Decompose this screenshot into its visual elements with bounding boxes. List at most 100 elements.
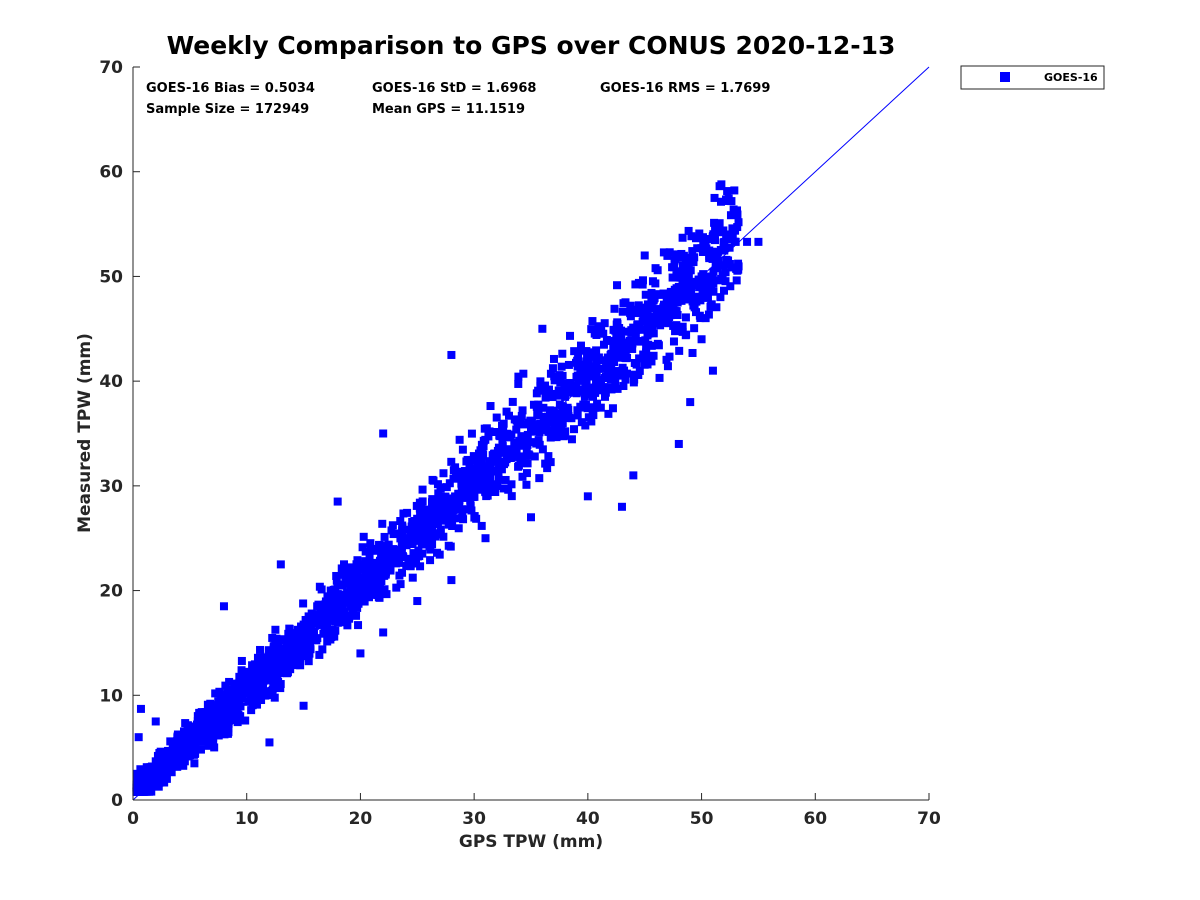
- data-point: [358, 543, 367, 552]
- data-point: [445, 479, 454, 488]
- data-point: [512, 416, 521, 425]
- data-point: [442, 497, 451, 506]
- data-point: [204, 717, 213, 726]
- data-point: [408, 573, 417, 582]
- data-point: [390, 529, 399, 538]
- x-axis-label: GPS TPW (mm): [459, 832, 603, 852]
- data-point: [463, 455, 472, 464]
- data-point: [593, 399, 602, 408]
- data-point: [730, 186, 739, 195]
- data-point: [602, 361, 611, 370]
- data-point: [552, 433, 561, 442]
- data-point: [647, 357, 656, 366]
- data-point: [270, 693, 279, 702]
- data-point: [723, 187, 732, 196]
- data-point: [492, 413, 501, 422]
- y-tick-label: 50: [99, 267, 123, 287]
- data-point: [384, 540, 393, 549]
- data-point: [716, 197, 725, 206]
- data-point: [439, 469, 448, 478]
- data-point: [601, 388, 610, 397]
- data-point: [178, 751, 187, 760]
- data-point: [717, 228, 726, 237]
- data-point: [236, 712, 245, 721]
- data-point: [664, 319, 673, 328]
- data-point: [356, 649, 365, 658]
- data-point: [522, 469, 531, 478]
- data-point: [651, 264, 660, 273]
- data-point: [687, 232, 696, 241]
- data-point: [490, 427, 499, 436]
- data-point: [641, 290, 650, 299]
- data-point: [707, 282, 716, 291]
- data-point: [230, 679, 239, 688]
- data-point: [481, 462, 490, 471]
- data-point: [649, 329, 658, 338]
- data-point: [217, 715, 226, 724]
- data-point: [486, 402, 495, 411]
- data-point: [635, 366, 644, 375]
- data-point: [684, 226, 693, 235]
- data-point: [229, 704, 238, 713]
- data-point: [635, 324, 644, 333]
- data-point: [219, 700, 228, 709]
- data-point: [643, 331, 652, 340]
- data-point: [645, 312, 654, 321]
- data-point: [333, 592, 342, 601]
- data-point: [724, 256, 733, 265]
- data-point: [389, 557, 398, 566]
- data-point: [620, 347, 629, 356]
- data-point: [517, 441, 526, 450]
- data-point: [470, 476, 479, 485]
- data-point: [370, 578, 379, 587]
- data-point: [458, 490, 467, 499]
- data-point: [256, 645, 265, 654]
- data-point: [342, 567, 351, 576]
- data-point: [669, 337, 678, 346]
- data-point: [408, 521, 417, 530]
- data-point: [554, 427, 563, 436]
- data-point: [209, 733, 218, 742]
- data-point: [514, 372, 523, 381]
- data-point: [434, 502, 443, 511]
- data-point: [692, 292, 701, 301]
- data-point: [396, 580, 405, 589]
- data-point: [544, 452, 553, 461]
- data-point: [536, 419, 545, 428]
- data-point: [418, 530, 427, 539]
- data-point: [436, 525, 445, 534]
- data-point: [581, 378, 590, 387]
- data-point: [302, 618, 311, 627]
- data-point: [690, 324, 699, 333]
- data-point: [497, 457, 506, 466]
- data-point: [458, 445, 467, 454]
- data-point: [133, 787, 142, 796]
- data-point: [549, 354, 558, 363]
- data-point: [518, 472, 527, 481]
- data-point: [525, 451, 534, 460]
- data-point: [356, 581, 365, 590]
- data-point: [373, 573, 382, 582]
- data-point: [133, 769, 142, 778]
- data-point: [541, 381, 550, 390]
- data-point: [166, 737, 175, 746]
- data-point: [687, 294, 696, 303]
- data-point: [340, 560, 349, 569]
- data-point: [716, 293, 725, 302]
- data-point: [447, 457, 456, 466]
- data-point: [733, 210, 742, 219]
- y-tick-label: 70: [99, 58, 123, 78]
- data-point: [158, 776, 167, 785]
- data-point: [371, 565, 380, 574]
- data-point: [499, 423, 508, 432]
- data-point: [248, 701, 257, 710]
- data-point: [323, 592, 332, 601]
- data-point: [520, 420, 529, 429]
- data-point: [379, 429, 388, 438]
- data-point: [220, 730, 229, 739]
- data-point: [352, 611, 361, 620]
- data-point: [666, 287, 675, 296]
- data-point: [549, 418, 558, 427]
- data-point: [592, 330, 601, 339]
- data-point: [479, 450, 488, 459]
